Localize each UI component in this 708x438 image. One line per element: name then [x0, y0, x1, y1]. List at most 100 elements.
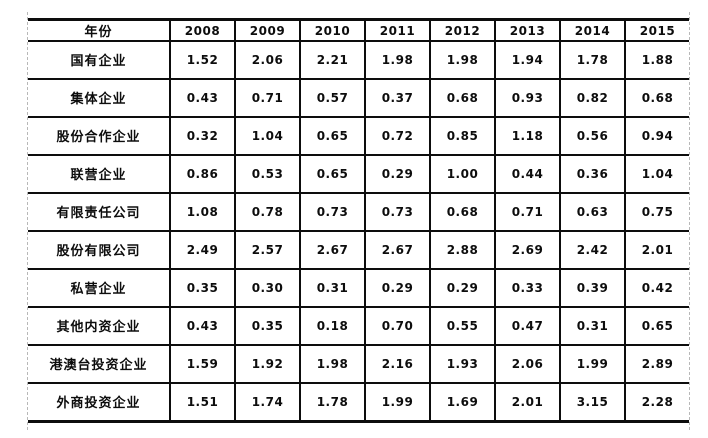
data-table: 年份 2008 2009 2010 2011 2012 2013 2014 2015 国有企业 1… — [28, 18, 689, 423]
value-cell: 0.35 — [234, 305, 301, 346]
row-label: 联营企业 — [28, 153, 171, 194]
value-cell: 2.06 — [494, 343, 561, 384]
header-cell-year: 2011 — [364, 18, 431, 42]
value-cell: 2.06 — [234, 40, 301, 80]
value-cell: 0.70 — [364, 305, 431, 346]
value-cell: 0.86 — [169, 153, 236, 194]
value-cell: 2.28 — [624, 381, 689, 423]
value-cell: 0.71 — [234, 77, 301, 118]
value-cell: 1.98 — [429, 40, 496, 80]
table-row: 股份合作企业 0.32 1.04 0.65 0.72 0.85 1.18 0.56 0.94 — [28, 115, 689, 156]
value-cell: 0.31 — [299, 267, 366, 308]
value-cell: 0.37 — [364, 77, 431, 118]
value-cell: 0.44 — [494, 153, 561, 194]
value-cell: 1.69 — [429, 381, 496, 423]
value-cell: 2.16 — [364, 343, 431, 384]
value-cell: 0.65 — [624, 305, 689, 346]
value-cell: 0.73 — [364, 191, 431, 232]
value-cell: 1.78 — [299, 381, 366, 423]
value-cell: 0.94 — [624, 115, 689, 156]
value-cell: 0.29 — [364, 267, 431, 308]
value-cell: 0.57 — [299, 77, 366, 118]
header-cell-year-label: 年份 — [28, 18, 171, 42]
value-cell: 1.00 — [429, 153, 496, 194]
value-cell: 0.36 — [559, 153, 626, 194]
value-cell: 1.04 — [624, 153, 689, 194]
value-cell: 1.74 — [234, 381, 301, 423]
table-row: 外商投资企业 1.51 1.74 1.78 1.99 1.69 2.01 3.15 2.28 — [28, 381, 689, 423]
text-boundary-right-line — [689, 12, 690, 430]
value-cell: 2.89 — [624, 343, 689, 384]
value-cell: 0.35 — [169, 267, 236, 308]
value-cell: 0.43 — [169, 305, 236, 346]
row-label: 股份合作企业 — [28, 115, 171, 156]
header-cell-year: 2010 — [299, 18, 366, 42]
table-row: 私营企业 0.35 0.30 0.31 0.29 0.29 0.33 0.39 0.42 — [28, 267, 689, 308]
header-cell-year: 2008 — [169, 18, 236, 42]
value-cell: 1.78 — [559, 40, 626, 80]
text-boundary-left-line — [27, 12, 28, 430]
table-row: 集体企业 0.43 0.71 0.57 0.37 0.68 0.93 0.82 0.68 — [28, 77, 689, 118]
value-cell: 1.98 — [364, 40, 431, 80]
row-label: 其他内资企业 — [28, 305, 171, 346]
header-cell-year: 2009 — [234, 18, 301, 42]
value-cell: 2.88 — [429, 229, 496, 270]
row-label: 外商投资企业 — [28, 381, 171, 423]
row-label: 有限责任公司 — [28, 191, 171, 232]
header-cell-year: 2014 — [559, 18, 626, 42]
value-cell: 1.88 — [624, 40, 689, 80]
value-cell: 0.43 — [169, 77, 236, 118]
value-cell: 1.92 — [234, 343, 301, 384]
value-cell: 0.56 — [559, 115, 626, 156]
value-cell: 0.53 — [234, 153, 301, 194]
value-cell: 2.67 — [364, 229, 431, 270]
value-cell: 0.31 — [559, 305, 626, 346]
value-cell: 0.75 — [624, 191, 689, 232]
value-cell: 0.33 — [494, 267, 561, 308]
value-cell: 0.78 — [234, 191, 301, 232]
row-label: 股份有限公司 — [28, 229, 171, 270]
table-body: 国有企业 1.52 2.06 2.21 1.98 1.98 1.94 1.78 1.88 集体企业… — [28, 40, 689, 423]
value-cell: 1.52 — [169, 40, 236, 80]
value-cell: 0.85 — [429, 115, 496, 156]
value-cell: 2.57 — [234, 229, 301, 270]
header-cell-year: 2012 — [429, 18, 496, 42]
table-row: 其他内资企业 0.43 0.35 0.18 0.70 0.55 0.47 0.31 0.65 — [28, 305, 689, 346]
table-row: 港澳台投资企业 1.59 1.92 1.98 2.16 1.93 2.06 1.99 2.89 — [28, 343, 689, 384]
value-cell: 0.47 — [494, 305, 561, 346]
value-cell: 0.29 — [429, 267, 496, 308]
value-cell: 0.55 — [429, 305, 496, 346]
value-cell: 0.68 — [624, 77, 689, 118]
row-label: 国有企业 — [28, 40, 171, 80]
value-cell: 0.71 — [494, 191, 561, 232]
value-cell: 0.18 — [299, 305, 366, 346]
value-cell: 2.69 — [494, 229, 561, 270]
header-cell-year: 2015 — [624, 18, 689, 42]
row-label: 集体企业 — [28, 77, 171, 118]
row-label: 港澳台投资企业 — [28, 343, 171, 384]
value-cell: 0.68 — [429, 191, 496, 232]
table-row: 有限责任公司 1.08 0.78 0.73 0.73 0.68 0.71 0.63 0.75 — [28, 191, 689, 232]
value-cell: 0.30 — [234, 267, 301, 308]
value-cell: 1.51 — [169, 381, 236, 423]
value-cell: 1.18 — [494, 115, 561, 156]
value-cell: 1.08 — [169, 191, 236, 232]
value-cell: 0.73 — [299, 191, 366, 232]
value-cell: 1.98 — [299, 343, 366, 384]
value-cell: 2.01 — [494, 381, 561, 423]
value-cell: 0.68 — [429, 77, 496, 118]
header-cell-year: 2013 — [494, 18, 561, 42]
value-cell: 1.04 — [234, 115, 301, 156]
header-row: 年份 2008 2009 2010 2011 2012 2013 2014 2015 — [28, 18, 689, 42]
table-row: 联营企业 0.86 0.53 0.65 0.29 1.00 0.44 0.36 1.04 — [28, 153, 689, 194]
value-cell: 0.93 — [494, 77, 561, 118]
row-label: 私营企业 — [28, 267, 171, 308]
value-cell: 0.42 — [624, 267, 689, 308]
value-cell: 1.99 — [559, 343, 626, 384]
value-cell: 2.21 — [299, 40, 366, 80]
value-cell: 1.93 — [429, 343, 496, 384]
value-cell: 0.63 — [559, 191, 626, 232]
value-cell: 1.59 — [169, 343, 236, 384]
value-cell: 2.67 — [299, 229, 366, 270]
